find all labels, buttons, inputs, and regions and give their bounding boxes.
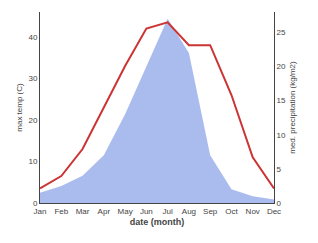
svg-text:Jun: Jun bbox=[140, 207, 153, 216]
svg-text:25: 25 bbox=[277, 28, 286, 37]
svg-text:Nov: Nov bbox=[246, 207, 260, 216]
svg-text:May: May bbox=[118, 207, 133, 216]
svg-text:Aug: Aug bbox=[182, 207, 196, 216]
svg-text:10: 10 bbox=[28, 157, 37, 166]
svg-text:max temp (C): max temp (C) bbox=[15, 83, 24, 132]
svg-text:Jul: Jul bbox=[163, 207, 173, 216]
svg-text:Apr: Apr bbox=[98, 207, 111, 216]
svg-text:Jan: Jan bbox=[34, 207, 47, 216]
svg-text:Mar: Mar bbox=[76, 207, 90, 216]
svg-text:Dec: Dec bbox=[267, 207, 281, 216]
svg-text:0: 0 bbox=[277, 199, 282, 208]
svg-text:30: 30 bbox=[28, 74, 37, 83]
svg-text:Sep: Sep bbox=[203, 207, 218, 216]
svg-text:Feb: Feb bbox=[54, 207, 68, 216]
svg-text:med. precipitation (kg/m2): med. precipitation (kg/m2) bbox=[288, 61, 297, 154]
svg-text:20: 20 bbox=[277, 62, 286, 71]
svg-text:0: 0 bbox=[33, 199, 38, 208]
svg-text:5: 5 bbox=[277, 165, 282, 174]
svg-text:40: 40 bbox=[28, 33, 37, 42]
svg-text:15: 15 bbox=[277, 96, 286, 105]
svg-text:Oct: Oct bbox=[225, 207, 238, 216]
svg-text:date (month): date (month) bbox=[130, 217, 185, 227]
svg-text:10: 10 bbox=[277, 131, 286, 140]
svg-text:20: 20 bbox=[28, 116, 37, 125]
